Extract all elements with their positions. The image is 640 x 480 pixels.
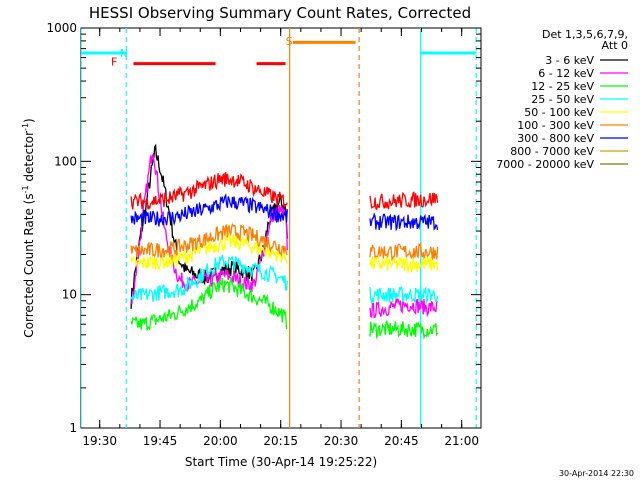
legend-label: 800 - 7000 keV (510, 145, 594, 158)
guide-lines (81, 28, 477, 428)
series-line (369, 191, 439, 211)
series-line (130, 172, 288, 210)
y-tick-label: 1000 (46, 21, 77, 35)
flag-label: S (286, 35, 293, 48)
series-line (130, 192, 288, 227)
series-line (130, 254, 288, 302)
series-line (369, 255, 439, 275)
legend-label: 7000 - 20000 keV (496, 158, 594, 171)
legend-header-attenuator: Att 0 (602, 39, 628, 52)
legend-label: 50 - 100 keV (524, 106, 594, 119)
series-line (369, 212, 439, 232)
legend-label: 100 - 300 keV (517, 119, 594, 132)
series-group (130, 143, 439, 340)
series-line (130, 222, 288, 258)
chart-title: HESSI Observing Summary Count Rates, Cor… (89, 4, 471, 22)
x-tick-label: 20:15 (263, 434, 298, 448)
y-axis-label: Corrected Count Rate (s-1 detector-1) (21, 118, 36, 337)
y-tick-label: 1 (69, 421, 77, 435)
plot-area: NF S (80, 27, 482, 429)
flag-label: N (120, 47, 128, 60)
series-line (369, 319, 439, 340)
legend-label: 6 - 12 keV (538, 67, 594, 80)
legend-label: 3 - 6 keV (545, 54, 594, 67)
legend-label: 25 - 50 keV (531, 93, 594, 106)
series-line (369, 242, 439, 262)
flag-bars: NF S (81, 35, 477, 69)
series-line (130, 143, 288, 309)
legend-label: 300 - 800 keV (517, 132, 594, 145)
flag-label: F (111, 56, 117, 69)
series-line (369, 285, 439, 306)
x-tick-label: 20:00 (203, 434, 238, 448)
series-line (369, 297, 438, 319)
series-line (130, 233, 288, 272)
series-line (131, 152, 288, 305)
x-tick-label: 19:30 (82, 434, 117, 448)
x-tick-label: 21:00 (444, 434, 479, 448)
x-axis-label: Start Time (30-Apr-14 19:25:22) (185, 455, 377, 469)
x-axis: 19:30 19:45 20:00 20:15 20:30 20:45 21:00 (82, 28, 479, 448)
y-tick-label: 100 (54, 154, 77, 168)
x-tick-label: 19:45 (143, 434, 178, 448)
x-tick-label: 20:45 (384, 434, 419, 448)
timestamp: 30-Apr-2014 22:30 (559, 469, 634, 478)
x-tick-label: 20:30 (324, 434, 359, 448)
y-axis: 1 10 100 1000 (46, 21, 481, 435)
legend-label: 12 - 25 keV (531, 80, 594, 93)
y-tick-label: 10 (62, 288, 77, 302)
series-line (130, 276, 288, 331)
legend-header-detectors: Det 1,3,5,6,7,9, (542, 28, 628, 41)
